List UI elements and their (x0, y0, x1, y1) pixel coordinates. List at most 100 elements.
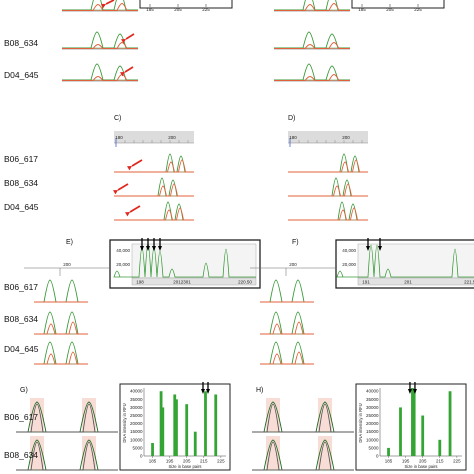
inset-y-tick: 25000 (366, 413, 379, 418)
arrow-c3-head (125, 212, 130, 217)
inset-bar (411, 388, 414, 456)
orange-trace (288, 159, 368, 173)
inset-y-tick: 0 (376, 454, 379, 459)
black-arrow (146, 246, 150, 251)
inset-x-tick: 225 (217, 459, 225, 464)
inset-y-tick: 20,000 (116, 262, 130, 267)
inset-x-tick: 198 (136, 280, 144, 285)
inset-y-tick: 40,000 (116, 248, 130, 253)
inset-y-tick: 10000 (130, 437, 143, 442)
green-trace (34, 279, 88, 303)
highlight-band (82, 436, 96, 470)
figure-frames (16, 0, 474, 471)
ruler-label-200: 200 (168, 135, 176, 140)
inset-y-tick: 5000 (368, 445, 379, 450)
row-label: D04_645 (4, 70, 39, 80)
inset-x-tick: 221.50 (464, 280, 474, 285)
row-label: B08_634 (4, 38, 38, 48)
black-arrow (201, 389, 205, 394)
orange-trace (274, 3, 350, 11)
inset-frame (351, 0, 445, 9)
size-ruler (288, 131, 368, 143)
inset-x-tick-label: 205 (174, 7, 182, 12)
dark-trace (16, 403, 118, 433)
black-arrow (206, 389, 210, 394)
inset-y-tick: 20000 (130, 421, 143, 426)
ruler-label-180: 180 (289, 135, 297, 140)
orange-trace (288, 207, 368, 221)
arrow-a2-head (121, 39, 126, 44)
ruler-label-180: 180 (115, 135, 123, 140)
arrow-c2-shaft (117, 183, 129, 191)
inset-x-tick-label: 225 (414, 7, 422, 12)
orange-trace (114, 183, 194, 197)
green-trace (274, 63, 350, 81)
inset-frame (139, 0, 233, 9)
orange-trace (34, 321, 88, 335)
arrow-a3-head (120, 72, 125, 77)
arrow-c2-head (113, 190, 118, 195)
inset-bar (204, 391, 207, 456)
inset-y-tick: 0 (140, 454, 143, 459)
arrow-c3-shaft (129, 205, 141, 213)
orange-trace (288, 183, 368, 197)
panel-letter: C) (114, 115, 121, 122)
highlight-band (30, 398, 44, 432)
arrow-c1-head (127, 166, 132, 171)
inset-x-tick: 205 (419, 459, 427, 464)
inset-y-tick: 40000 (130, 389, 143, 394)
inset-y-tick: 10000 (366, 437, 379, 442)
inset-x-tick-label: 205 (386, 7, 394, 12)
green-trace (114, 177, 194, 197)
arrow-c1-shaft (131, 159, 143, 167)
green-trace (274, 31, 350, 49)
inset-y-tick: 20,000 (342, 262, 356, 267)
figure-marks (16, 0, 474, 471)
black-arrow (407, 389, 412, 394)
inset-y-tick: 30000 (366, 405, 379, 410)
panel-letter: E) (66, 239, 73, 246)
inset-bar (448, 391, 452, 456)
orange-trace (114, 207, 194, 221)
dark-trace (252, 441, 354, 471)
black-arrow (366, 246, 370, 251)
inset-y-tick: 35000 (366, 397, 379, 402)
inset-y-label: DNA intensity in RFU (358, 403, 363, 442)
inset-x-tick: 2012301 (173, 280, 191, 285)
inset-bar (421, 415, 425, 456)
green-trace (114, 201, 194, 221)
inset-x-tick: 205 (183, 459, 191, 464)
green-trace (34, 311, 88, 335)
row-label: B08_634 (4, 178, 38, 188)
highlight-band (266, 398, 280, 432)
orange-trace (62, 74, 138, 81)
inset-y-tick: 15000 (366, 429, 379, 434)
size-ruler (114, 131, 194, 143)
inset-green-trace (113, 242, 256, 278)
inset-bar (161, 407, 165, 456)
dark-trace (16, 441, 118, 471)
inset-x-tick-label: 185 (358, 7, 366, 12)
row-x-tick: 200 (63, 262, 71, 267)
ruler-label-200: 200 (342, 135, 350, 140)
row-label: B06_617 (4, 154, 38, 164)
arrow-a2-shaft (125, 33, 135, 40)
highlight-band (318, 436, 332, 470)
arrow-a1-head (101, 3, 106, 9)
green-trace (260, 279, 314, 303)
panel-letter: D) (288, 115, 295, 122)
black-arrow (140, 246, 144, 251)
inset-x-tick: 185 (149, 459, 157, 464)
row-label: B06_617 (4, 282, 38, 292)
panel-letter: G) (20, 387, 28, 394)
inset-y-tick: 40000 (366, 389, 379, 394)
arrow-a1-shaft (105, 0, 115, 5)
inset-x-tick: 220.50 (238, 280, 252, 285)
inset-bar (387, 447, 390, 456)
green-trace (62, 63, 138, 81)
orange-trace (274, 74, 350, 81)
inset-x-tick: 185 (385, 459, 393, 464)
row-label: D04_645 (4, 202, 39, 212)
orange-trace (62, 3, 138, 11)
inset-x-label: Size in base pairs (168, 464, 201, 469)
